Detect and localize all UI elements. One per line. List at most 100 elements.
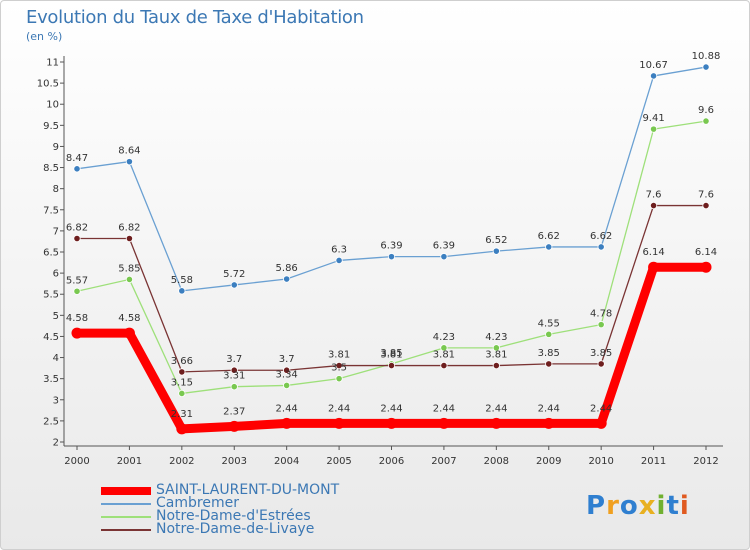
data-label: 3.34: [276, 369, 298, 380]
x-tick-label: 2005: [326, 456, 351, 467]
data-label: 2.44: [590, 403, 612, 414]
data-label: 3.81: [328, 350, 350, 361]
y-tick-label: 9.5: [43, 121, 59, 132]
data-label: 6.39: [380, 241, 402, 252]
y-tick-label: 5.5: [43, 290, 59, 301]
data-point: [228, 420, 240, 432]
data-point: [230, 383, 238, 391]
data-label: 6.62: [590, 231, 612, 242]
data-label: 3.15: [171, 377, 193, 388]
logo-letter: i: [679, 491, 690, 521]
data-point: [283, 275, 291, 283]
data-point: [702, 63, 710, 71]
data-label: 7.6: [698, 190, 714, 201]
y-tick-label: 6: [53, 269, 59, 280]
data-point: [178, 287, 186, 295]
data-label: 3.5: [331, 363, 347, 374]
data-point: [125, 234, 134, 243]
data-point: [73, 234, 81, 243]
x-tick-label: 2009: [536, 456, 561, 467]
x-tick-label: 2007: [431, 456, 456, 467]
data-label: 2.44: [328, 403, 350, 414]
axes: 22.533.544.555.566.577.588.599.51010.511…: [37, 56, 723, 467]
data-label: 2.37: [223, 406, 245, 417]
data-point: [649, 72, 658, 80]
x-tick-label: 2002: [169, 456, 194, 467]
logo-letter: r: [606, 491, 620, 521]
y-tick-label: 6.5: [43, 248, 59, 259]
legend-swatch: [101, 487, 151, 495]
series-layer: [71, 63, 712, 435]
logo-letter: x: [638, 491, 657, 521]
data-point: [283, 366, 291, 374]
data-point: [335, 361, 343, 370]
data-point: [438, 417, 450, 429]
data-label: 9.6: [698, 105, 714, 116]
y-tick-label: 4: [53, 353, 59, 364]
data-point: [125, 275, 134, 284]
y-tick-label: 11: [46, 58, 59, 69]
y-tick-label: 5: [53, 311, 59, 322]
data-point: [440, 253, 448, 261]
data-point: [73, 287, 81, 295]
proxiti-logo: Proxiti: [586, 491, 690, 521]
data-label: 3.85: [538, 348, 560, 359]
data-point: [335, 256, 343, 265]
data-point: [387, 361, 396, 370]
data-point: [440, 344, 448, 352]
logo-letter: P: [586, 491, 607, 521]
data-point: [545, 360, 553, 368]
data-point: [702, 201, 710, 210]
data-point: [123, 327, 135, 339]
legend-label: Notre-Dame-d'Estrées: [156, 508, 311, 524]
data-label: 10.88: [692, 51, 721, 62]
x-tick-label: 2004: [274, 456, 299, 467]
x-tick-label: 2003: [222, 456, 247, 467]
data-label: 3.7: [226, 354, 242, 365]
data-point: [545, 330, 553, 338]
data-label: 3.85: [380, 348, 402, 359]
data-point: [545, 243, 553, 251]
data-point: [176, 423, 188, 435]
data-label: 4.23: [485, 332, 507, 343]
data-point: [73, 165, 81, 173]
y-tick-label: 3: [53, 395, 59, 406]
data-label: 5.57: [66, 275, 88, 286]
y-tick-label: 2: [53, 438, 59, 449]
data-point: [649, 125, 658, 133]
data-label: 7.6: [646, 190, 662, 201]
data-label: 6.52: [485, 235, 507, 246]
data-point: [702, 117, 710, 125]
y-tick-label: 2.5: [43, 416, 59, 427]
data-label: 6.82: [66, 222, 88, 233]
series-0: [71, 261, 712, 435]
series-3: [73, 201, 710, 376]
data-point: [649, 201, 658, 210]
data-point: [125, 158, 134, 166]
data-point: [543, 417, 555, 429]
data-label: 2.44: [433, 403, 455, 414]
data-label: 3.66: [171, 356, 193, 367]
legend-swatch: [101, 529, 151, 531]
chart-title: Evolution du Taux de Taxe d'Habitation: [26, 7, 364, 28]
data-point: [440, 361, 448, 370]
x-tick-label: 2011: [641, 456, 666, 467]
data-label: 9.41: [642, 113, 664, 124]
data-label: 3.7: [279, 354, 295, 365]
logo-letter: i: [656, 491, 667, 521]
data-label: 8.47: [66, 153, 88, 164]
data-point: [595, 417, 607, 429]
legend-item: Notre-Dame-d'Estrées: [101, 508, 421, 524]
data-point: [283, 381, 291, 390]
data-label: 2.44: [485, 403, 507, 414]
x-tick-label: 2010: [588, 456, 613, 467]
y-tick-label: 8: [53, 184, 59, 195]
data-label: 2.44: [276, 403, 298, 414]
legend-label: SAINT-LAURENT-DU-MONT: [156, 482, 340, 498]
data-point: [230, 366, 238, 374]
data-label: 3.85: [590, 348, 612, 359]
legend-item: Notre-Dame-de-Livaye: [101, 521, 421, 537]
x-tick-label: 2006: [379, 456, 404, 467]
data-label: 2.44: [380, 403, 402, 414]
